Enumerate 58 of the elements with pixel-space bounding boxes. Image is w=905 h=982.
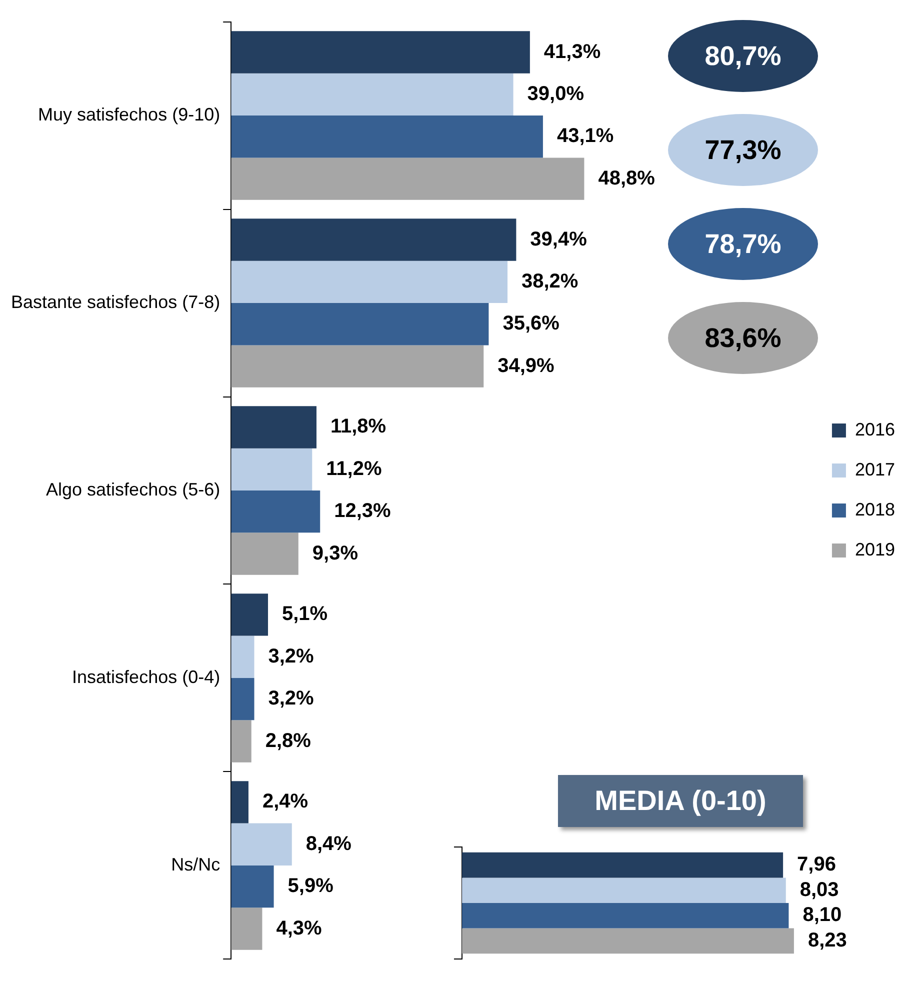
data-label: 38,2% bbox=[522, 270, 578, 292]
bar bbox=[231, 303, 489, 346]
data-label: 3,2% bbox=[268, 688, 314, 710]
data-label: 5,1% bbox=[282, 603, 328, 626]
bar bbox=[231, 823, 292, 866]
bar bbox=[231, 345, 484, 388]
data-label: 39,0% bbox=[527, 82, 584, 105]
y-tick-label: Bastante satisfechos (7-8) bbox=[10, 292, 220, 312]
y-tick-label: Insatisfechos (0-4) bbox=[72, 666, 220, 687]
data-label: 41,3% bbox=[544, 40, 601, 63]
bar bbox=[231, 218, 516, 261]
bar bbox=[231, 448, 312, 490]
legend-label: 2018 bbox=[854, 499, 896, 520]
text: 80,7% bbox=[668, 20, 818, 92]
bar bbox=[231, 73, 514, 116]
y-tick-label: Algo satisfechos (5-6) bbox=[46, 479, 220, 500]
bar bbox=[231, 490, 320, 533]
text: 83,6% bbox=[668, 302, 818, 374]
bar bbox=[231, 116, 543, 158]
y-tick-label: Ns/Nc bbox=[171, 854, 220, 874]
data-label: 12,3% bbox=[334, 500, 392, 522]
bar bbox=[231, 594, 268, 636]
data-label: 11,8% bbox=[330, 416, 386, 438]
data-label: 8,03 bbox=[800, 878, 839, 901]
bar bbox=[231, 406, 316, 448]
data-label: 2,8% bbox=[265, 730, 312, 752]
data-label: 48,8% bbox=[598, 167, 656, 190]
data-label: 4,3% bbox=[276, 917, 322, 940]
y-tick-label: Muy satisfechos (9-10) bbox=[38, 104, 220, 125]
bar bbox=[231, 158, 584, 200]
legend-label: 2017 bbox=[854, 459, 896, 480]
chart-title: MEDIA (0-10) bbox=[558, 775, 803, 827]
data-label: 35,6% bbox=[502, 312, 560, 335]
bar bbox=[231, 260, 508, 304]
bar bbox=[231, 636, 254, 678]
data-label: 8,10 bbox=[802, 904, 842, 926]
data-label: 2,4% bbox=[262, 790, 308, 813]
data-label: 9,3% bbox=[312, 542, 358, 564]
data-label: 5,9% bbox=[288, 875, 334, 898]
data-label: 8,4% bbox=[306, 832, 352, 855]
data-label: 11,2% bbox=[326, 458, 382, 480]
bar bbox=[231, 908, 262, 950]
bar bbox=[231, 532, 298, 575]
data-label: 39,4% bbox=[530, 228, 588, 250]
data-label: 7,96 bbox=[797, 854, 836, 876]
legend-label: 2019 bbox=[854, 539, 896, 560]
data-label: 3,2% bbox=[268, 645, 314, 668]
data-label: 34,9% bbox=[498, 354, 555, 377]
data-label: 8,23 bbox=[808, 929, 847, 952]
data-label: 43,1% bbox=[556, 125, 614, 148]
text: 78,7% bbox=[668, 208, 818, 280]
bar bbox=[231, 781, 248, 824]
legend-label: 2016 bbox=[854, 419, 896, 440]
text: 77,3% bbox=[668, 114, 818, 186]
bar bbox=[231, 865, 274, 908]
bar bbox=[231, 678, 254, 720]
bar bbox=[231, 31, 530, 74]
bar bbox=[231, 720, 252, 762]
